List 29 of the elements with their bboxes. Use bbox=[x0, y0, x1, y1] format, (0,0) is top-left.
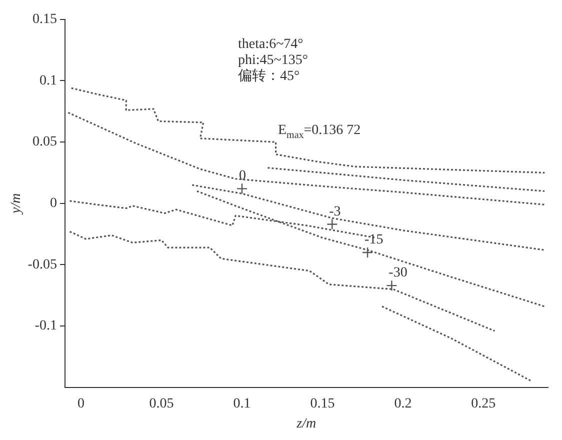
y-tick-label: 0 bbox=[50, 196, 57, 212]
point bbox=[326, 218, 338, 230]
y-tick-label: 0.15 bbox=[32, 12, 57, 28]
line-series bbox=[191, 184, 546, 251]
line-series bbox=[67, 112, 546, 206]
y-tick-label: -0.05 bbox=[28, 257, 57, 272]
annotation: 偏转：45° bbox=[238, 68, 300, 84]
annotation: 0 bbox=[239, 168, 246, 184]
y-axis-title: y/m bbox=[9, 193, 24, 216]
x-axis-title: z/m bbox=[296, 416, 316, 432]
y-tick-label: -0.1 bbox=[34, 318, 57, 334]
x-tick-label: 0.1 bbox=[233, 396, 251, 412]
y-tick-label: 0.05 bbox=[32, 134, 57, 150]
point bbox=[386, 280, 398, 292]
annotation: -30 bbox=[388, 266, 408, 281]
annotation: -3 bbox=[329, 204, 341, 220]
x-tick-label: 0.15 bbox=[310, 396, 335, 412]
y-tick-label: 0.1 bbox=[39, 73, 57, 88]
x-tick-label: 0 bbox=[78, 396, 85, 412]
x-tick-label: 0.05 bbox=[149, 396, 174, 412]
x-tick-label: 0.2 bbox=[394, 396, 412, 412]
annotation: phi:45~135° bbox=[238, 53, 308, 68]
x-tick-label: 0.25 bbox=[471, 396, 496, 412]
annotation: -15 bbox=[364, 232, 384, 248]
point bbox=[236, 183, 248, 194]
line-series bbox=[68, 230, 496, 332]
annotation: theta:6~74° bbox=[238, 37, 304, 52]
point bbox=[362, 246, 374, 258]
line-series bbox=[266, 167, 546, 192]
